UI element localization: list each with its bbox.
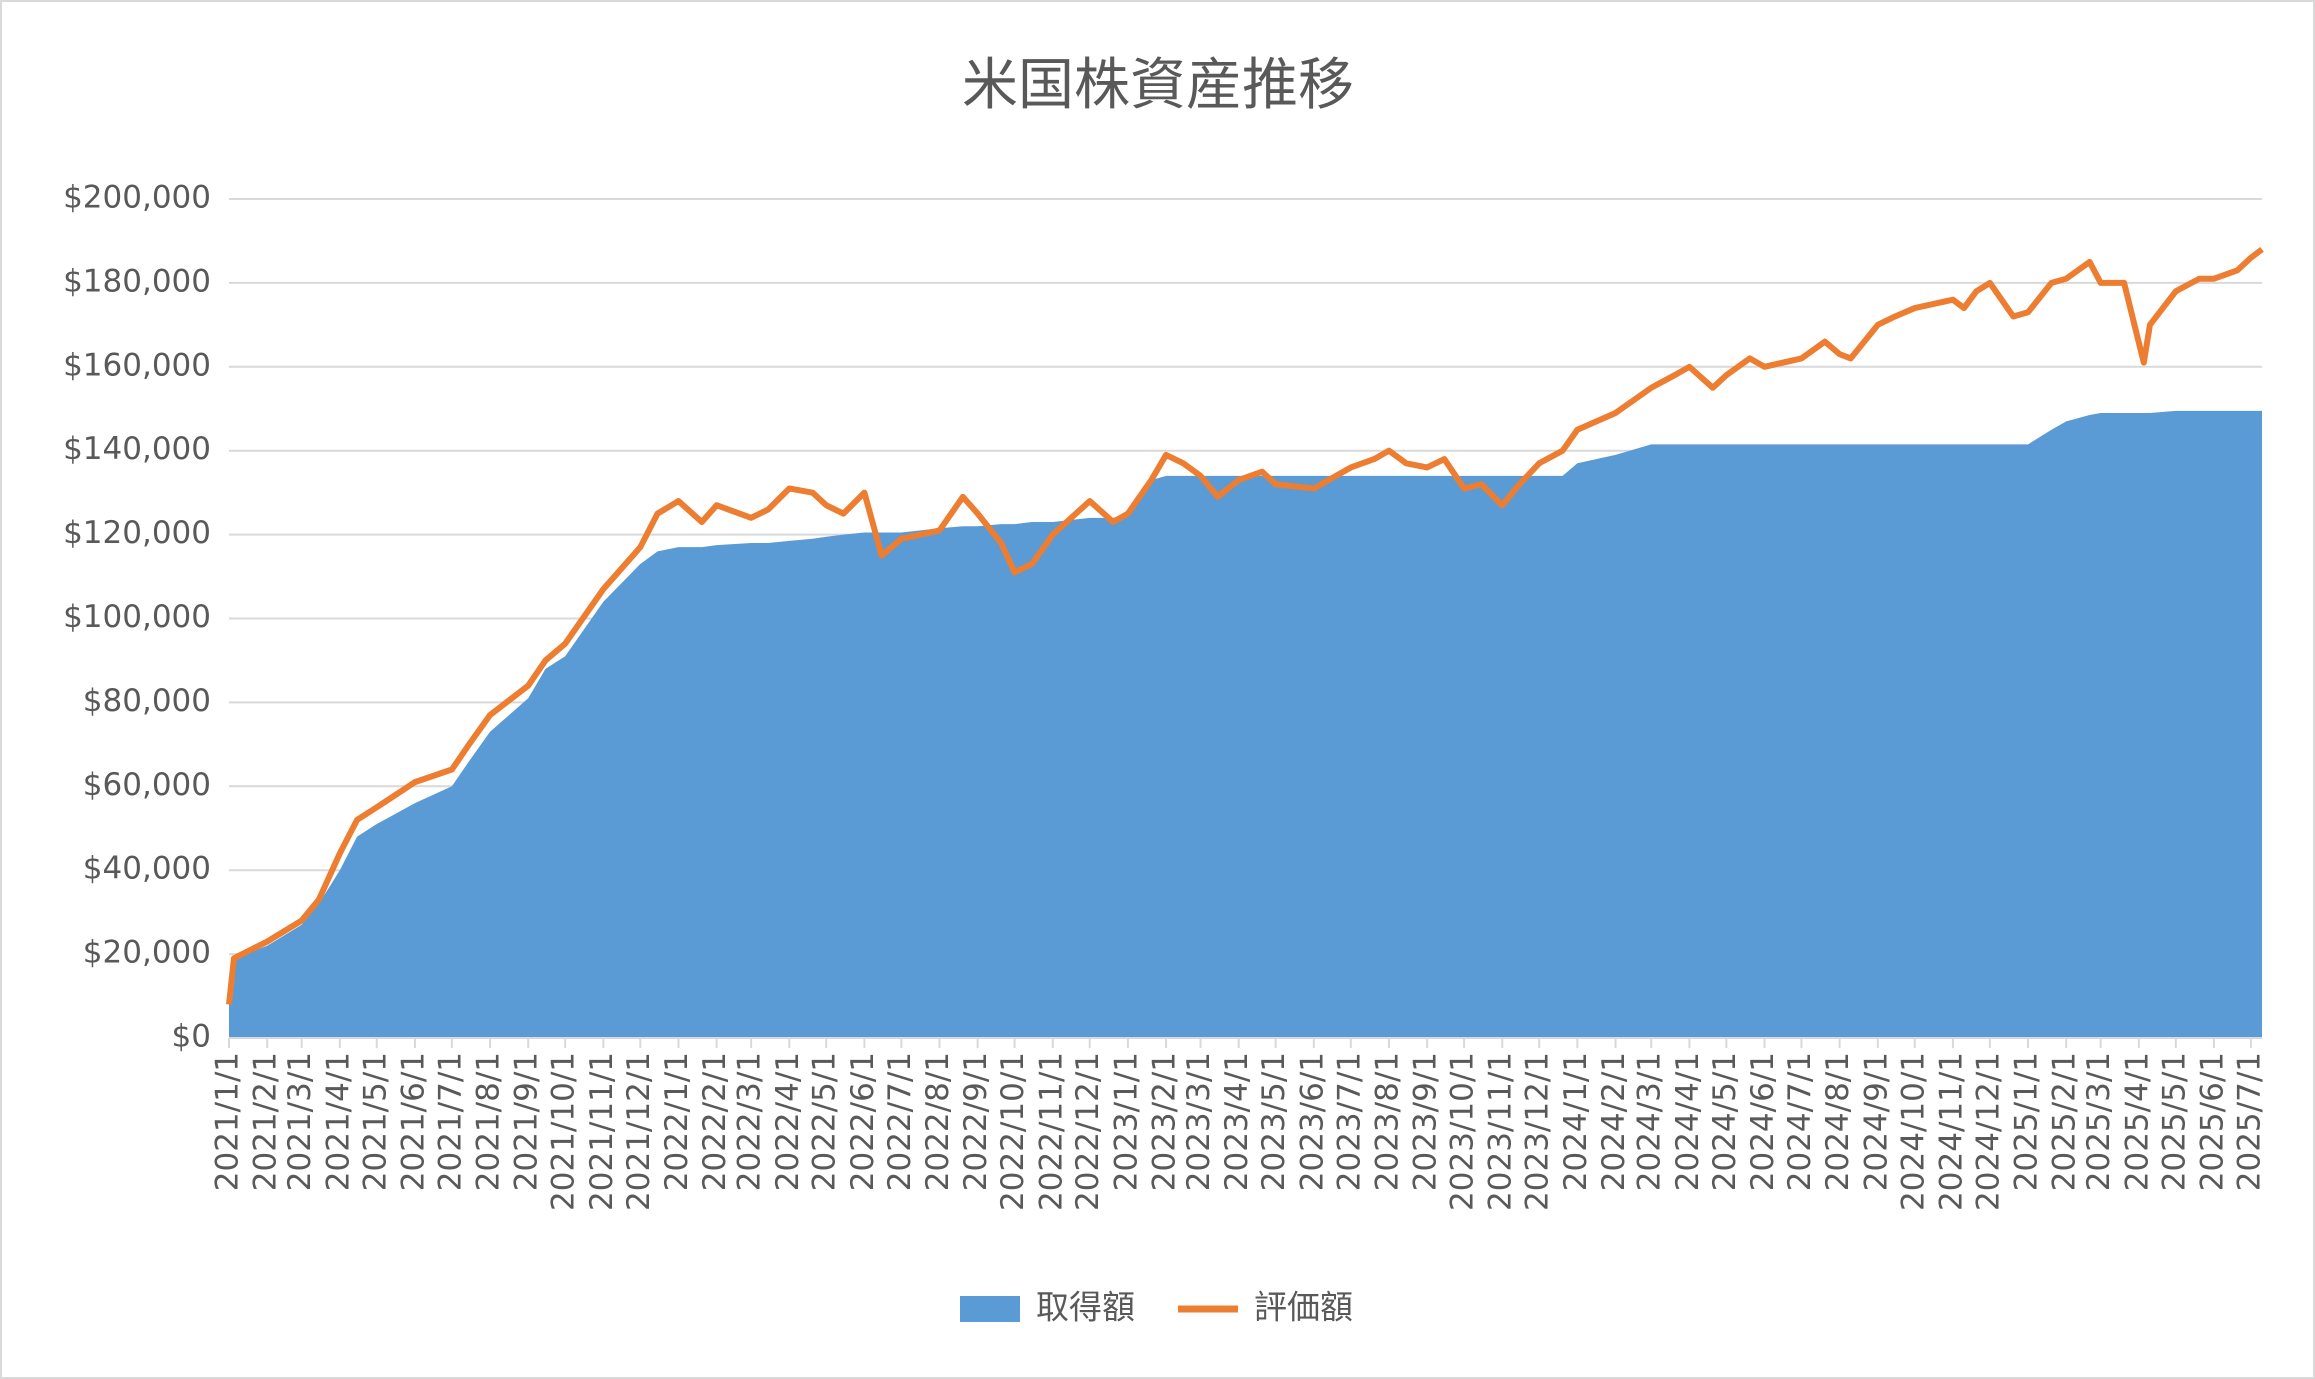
x-tick-label: 2023/5/1	[1256, 1052, 1292, 1191]
y-tick-label: $0	[172, 1019, 211, 1055]
x-tick-label: 2024/8/1	[1820, 1052, 1856, 1191]
x-tick-label: 2025/1/1	[2009, 1052, 2045, 1191]
y-tick-label: $160,000	[63, 347, 211, 383]
x-tick-label: 2023/1/1	[1108, 1052, 1144, 1191]
x-tick-label: 2024/5/1	[1707, 1052, 1743, 1191]
x-tick-label: 2022/2/1	[697, 1052, 733, 1191]
x-tick-label: 2024/9/1	[1858, 1052, 1894, 1191]
x-tick-label: 2022/10/1	[995, 1052, 1031, 1211]
x-tick-label: 2023/9/1	[1408, 1052, 1444, 1191]
y-tick-label: $80,000	[83, 683, 211, 719]
x-tick-label: 2025/2/1	[2047, 1052, 2083, 1191]
x-tick-label: 2023/12/1	[1520, 1052, 1556, 1211]
x-tick-label: 2024/4/1	[1670, 1052, 1706, 1191]
x-tick-label: 2023/3/1	[1181, 1052, 1217, 1191]
y-tick-label: $200,000	[63, 180, 211, 216]
y-tick-label: $180,000	[63, 263, 211, 299]
x-tick-label: 2023/7/1	[1331, 1052, 1367, 1191]
legend-swatch	[960, 1296, 1020, 1322]
x-tick-label: 2022/3/1	[732, 1052, 768, 1191]
x-tick-label: 2022/11/1	[1033, 1052, 1069, 1211]
y-tick-label: $100,000	[63, 599, 211, 635]
x-tick-label: 2024/12/1	[1970, 1052, 2006, 1211]
x-tick-label: 2021/12/1	[621, 1052, 657, 1211]
x-tick-label: 2025/7/1	[2231, 1052, 2267, 1191]
x-tick-label: 2023/11/1	[1483, 1052, 1519, 1211]
x-tick-label: 2025/3/1	[2081, 1052, 2117, 1191]
chart-title: 米国株資産推移	[962, 53, 1354, 118]
x-tick-label: 2024/3/1	[1632, 1052, 1668, 1191]
y-tick-label: $40,000	[83, 851, 211, 887]
x-tick-label: 2021/3/1	[282, 1052, 318, 1191]
x-tick-label: 2025/5/1	[2156, 1052, 2192, 1191]
x-tick-label: 2021/6/1	[395, 1052, 431, 1191]
legend-label: 取得額	[1036, 1288, 1135, 1327]
y-tick-label: $120,000	[63, 515, 211, 551]
x-tick-label: 2022/7/1	[882, 1052, 918, 1191]
x-tick-label: 2023/8/1	[1369, 1052, 1405, 1191]
x-tick-label: 2022/6/1	[845, 1052, 881, 1191]
x-tick-label: 2022/1/1	[659, 1052, 695, 1191]
x-tick-label: 2024/6/1	[1745, 1052, 1781, 1191]
x-tick-label: 2021/1/1	[210, 1052, 246, 1191]
x-tick-label: 2024/11/1	[1933, 1052, 1969, 1211]
x-tick-label: 2023/4/1	[1219, 1052, 1255, 1191]
x-tick-label: 2021/7/1	[432, 1052, 468, 1191]
x-tick-label: 2023/10/1	[1445, 1052, 1481, 1211]
x-tick-label: 2025/4/1	[2119, 1052, 2155, 1191]
x-tick-label: 2022/8/1	[920, 1052, 956, 1191]
legend-label: 評価額	[1254, 1288, 1353, 1327]
x-tick-label: 2024/10/1	[1895, 1052, 1931, 1211]
x-tick-label: 2021/11/1	[584, 1052, 620, 1211]
area	[229, 410, 2262, 1038]
y-tick-label: $20,000	[83, 935, 211, 971]
y-tick-label: $140,000	[63, 431, 211, 467]
x-tick-label: 2023/6/1	[1294, 1052, 1330, 1191]
x-tick-label: 2023/2/1	[1147, 1052, 1183, 1191]
x-tick-label: 2021/10/1	[546, 1052, 582, 1211]
x-tick-label: 2022/9/1	[958, 1052, 994, 1191]
x-tick-label: 2021/8/1	[471, 1052, 507, 1191]
x-tick-label: 2024/7/1	[1782, 1052, 1818, 1191]
x-tick-label: 2025/6/1	[2194, 1052, 2230, 1191]
x-tick-label: 2024/1/1	[1558, 1052, 1594, 1191]
x-tick-label: 2022/5/1	[807, 1052, 843, 1191]
x-tick-label: 2021/2/1	[248, 1052, 284, 1191]
x-tick-label: 2022/12/1	[1070, 1052, 1106, 1211]
y-tick-label: $60,000	[83, 767, 211, 803]
x-tick-label: 2022/4/1	[770, 1052, 806, 1191]
x-tick-label: 2021/9/1	[509, 1052, 545, 1191]
x-tick-label: 2021/4/1	[320, 1052, 356, 1191]
line	[226, 246, 2264, 1005]
x-tick-label: 2021/5/1	[357, 1052, 393, 1191]
x-tick-label: 2024/2/1	[1596, 1052, 1632, 1191]
